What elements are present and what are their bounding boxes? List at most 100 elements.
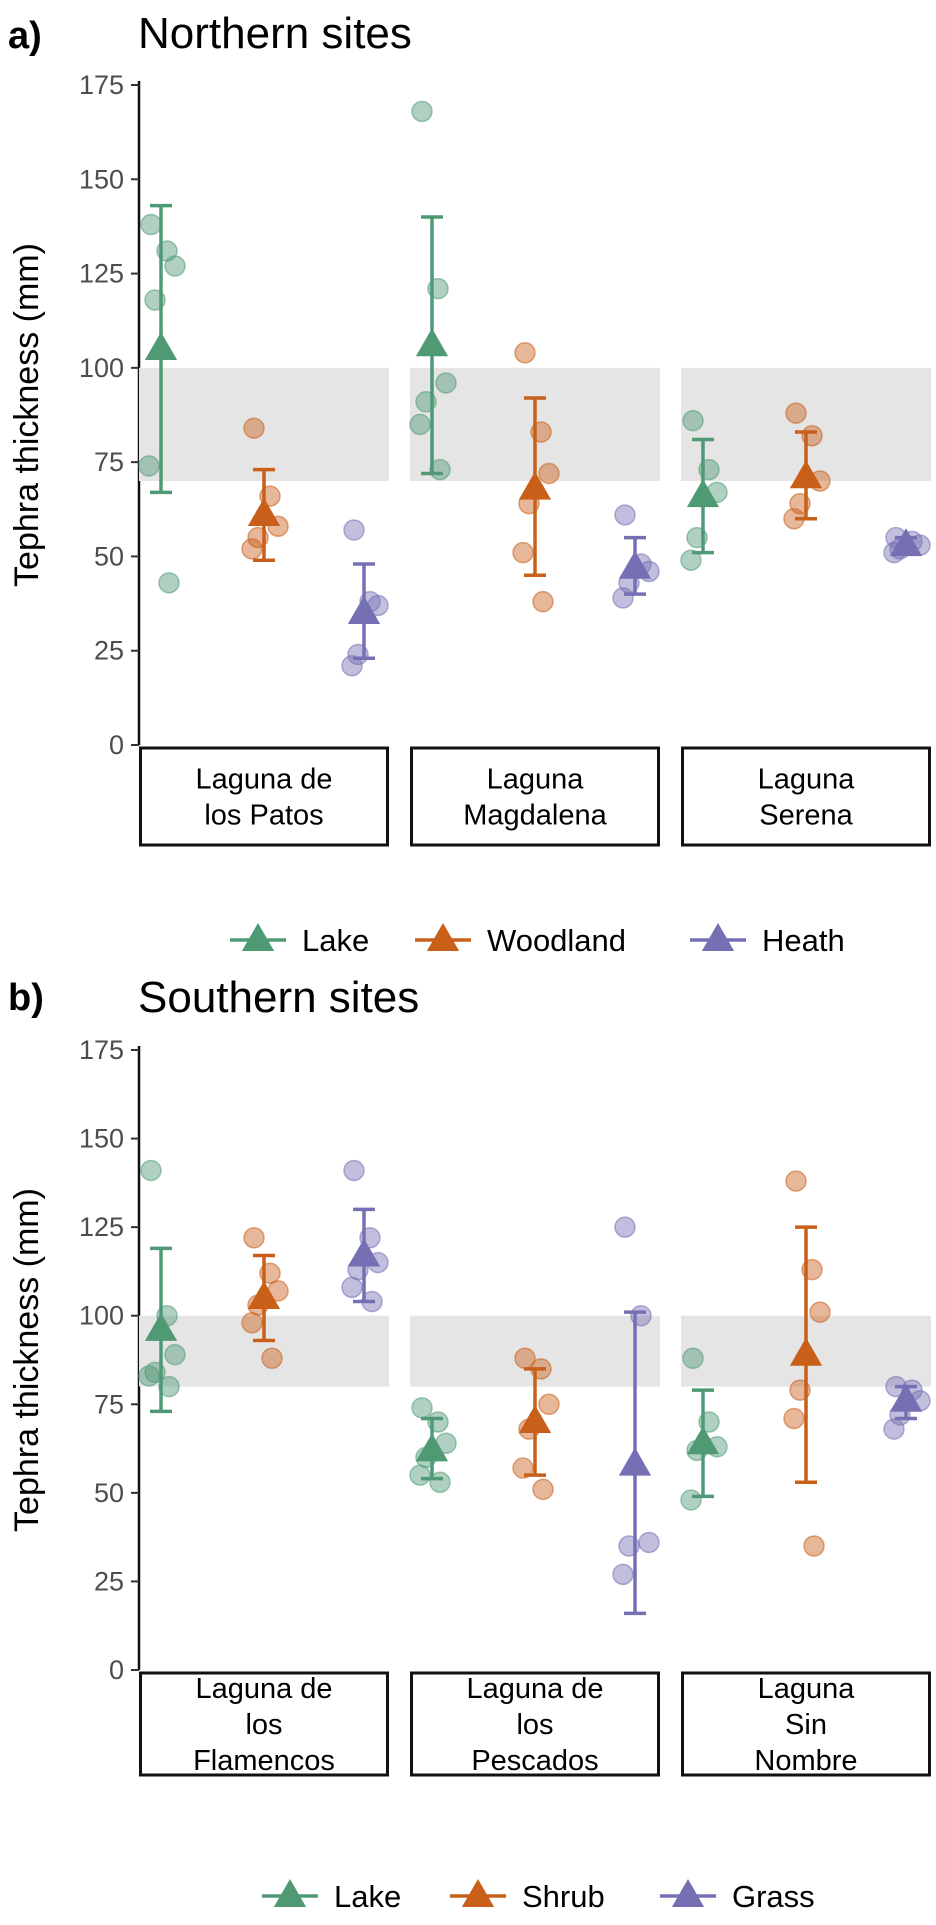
panel-b: b) Southern sites Tephra thickness (mm) 0 25…	[8, 973, 931, 1914]
site-strip-label: Laguna	[487, 764, 585, 796]
data-group	[680, 1347, 728, 1511]
legend-label: Lake	[334, 1879, 401, 1914]
y-tick-label: 0	[109, 730, 124, 760]
data-group	[409, 1397, 457, 1493]
mean-marker	[144, 332, 178, 361]
site-strip-box	[681, 1671, 931, 1777]
data-point	[140, 1159, 162, 1182]
legend-label: Heath	[762, 923, 845, 958]
legend-key-marker	[273, 1879, 307, 1908]
y-tick-label: 50	[94, 1478, 124, 1508]
data-point	[409, 413, 431, 436]
mean-marker	[347, 1238, 381, 1267]
legend: Lake Shrub Grass	[262, 1879, 815, 1914]
data-point	[164, 255, 186, 277]
data-group	[241, 1227, 289, 1369]
data-point	[612, 1563, 634, 1586]
y-tick-label: 175	[79, 70, 124, 100]
site-strip-box	[410, 1671, 660, 1777]
site-strip-box	[681, 746, 931, 847]
legend-label: Woodland	[487, 923, 626, 958]
data-group	[783, 402, 831, 530]
data-point	[785, 402, 807, 424]
data-point	[682, 1347, 704, 1369]
data-group	[512, 1347, 560, 1501]
data-point	[138, 455, 160, 477]
legend-item: Lake	[230, 923, 369, 958]
mean-marker	[247, 1281, 281, 1310]
legend-item: Grass	[660, 1879, 815, 1914]
site-strip-label: Laguna de	[195, 1673, 332, 1705]
site-strip-label: Sin	[785, 1709, 827, 1741]
data-group	[680, 409, 728, 571]
data-group	[883, 526, 931, 564]
mean-marker	[247, 497, 281, 526]
facet-0: Laguna de los Patos	[138, 203, 389, 847]
data-point	[343, 1159, 365, 1182]
mean-marker	[789, 1337, 823, 1366]
data-point	[411, 100, 433, 123]
data-point	[243, 1227, 265, 1249]
legend-label: Grass	[732, 1879, 815, 1914]
y-tick-label: 175	[79, 1035, 124, 1065]
y-tick-label: 100	[79, 353, 124, 383]
legend-label: Shrub	[522, 1879, 605, 1914]
y-tick-label: 150	[79, 1124, 124, 1154]
panel-title: Southern sites	[138, 973, 419, 1022]
legend-item: Shrub	[450, 1879, 605, 1914]
data-group	[783, 1170, 831, 1557]
data-point	[435, 372, 457, 394]
y-tick-label: 50	[94, 541, 124, 571]
panel-tag: a)	[8, 15, 42, 57]
y-tick-label: 150	[79, 164, 124, 194]
facet-1: Laguna Magdalena	[409, 100, 660, 847]
panel-tag: b)	[8, 977, 44, 1019]
legend-item: Heath	[690, 923, 845, 958]
mean-marker	[889, 1383, 923, 1412]
mean-marker	[518, 471, 552, 500]
mean-marker	[686, 1426, 720, 1455]
legend: Lake Woodland Heath	[230, 923, 845, 958]
facet-0: Laguna de los Flamencos	[138, 1159, 389, 1777]
data-point	[514, 342, 536, 364]
data-group	[612, 504, 660, 609]
data-point	[680, 549, 702, 571]
site-strip-label: Magdalena	[463, 800, 607, 832]
legend-item: Lake	[262, 1879, 401, 1914]
mean-marker	[144, 1312, 178, 1341]
legend-key-marker	[701, 923, 735, 952]
data-group	[341, 519, 389, 677]
panel-title: Northern sites	[138, 9, 412, 58]
data-point	[411, 1397, 433, 1419]
site-strip-label: Serena	[759, 800, 853, 832]
mean-marker	[415, 328, 449, 357]
site-strip-label: Laguna	[758, 764, 856, 796]
panel-a: a) Northern sites Tephra thickness (mm) 0 25…	[8, 9, 931, 958]
data-point	[785, 1170, 807, 1192]
mean-marker	[415, 1433, 449, 1462]
data-group	[341, 1159, 389, 1313]
data-point	[614, 504, 636, 526]
legend-label: Lake	[302, 923, 369, 958]
data-point	[538, 1393, 560, 1416]
data-group	[241, 417, 289, 562]
mean-marker	[618, 1447, 652, 1476]
site-strip-label: los	[245, 1709, 282, 1741]
mean-marker	[518, 1405, 552, 1434]
data-point	[241, 1312, 263, 1334]
y-tick-label: 0	[109, 1655, 124, 1685]
data-group	[883, 1375, 931, 1440]
site-strip-box	[410, 746, 660, 847]
y-tick-label: 25	[94, 1566, 124, 1596]
data-point	[783, 1407, 805, 1430]
y-axis-title: Tephra thickness (mm)	[8, 243, 46, 587]
mean-marker	[686, 479, 720, 508]
y-tick-label: 125	[79, 1212, 124, 1242]
site-strip-label: Flamencos	[193, 1745, 335, 1777]
data-point	[409, 1464, 431, 1486]
y-tick-label: 125	[79, 259, 124, 289]
facet-2: Laguna Serena	[680, 367, 931, 847]
data-point	[532, 590, 554, 613]
